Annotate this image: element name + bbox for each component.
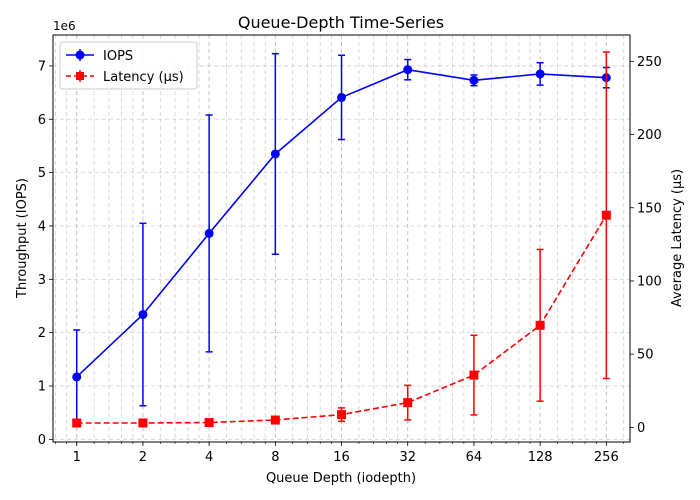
y-right-tick-label: 250 (637, 55, 662, 70)
data-point (270, 149, 280, 159)
data-point (535, 69, 545, 79)
y-left-tick-label: 5 (38, 166, 46, 181)
y-left-tick-label: 6 (38, 113, 46, 128)
y-right-tick-label: 200 (637, 128, 662, 143)
left-axis-offset: 1e6 (53, 19, 76, 33)
x-tick-label: 4 (205, 450, 213, 465)
series-latency (72, 51, 611, 428)
x-axis-label: Queue Depth (iodepth) (266, 471, 416, 486)
legend: IOPS Latency (µs) (59, 41, 198, 90)
y-right-tick-label: 100 (637, 274, 662, 289)
legend-latency-marker (76, 72, 84, 80)
y-left-tick-label: 7 (38, 59, 46, 74)
data-point (403, 65, 413, 75)
x-tick-label: 8 (271, 450, 279, 465)
data-point (138, 418, 148, 428)
data-point (337, 92, 347, 102)
data-point (403, 398, 413, 408)
y-right-tick-label: 0 (637, 421, 645, 436)
y-axis-right-label: Average Latency (µs) (670, 169, 685, 307)
x-tick-label: 64 (466, 450, 483, 465)
chart-title: Queue-Depth Time-Series (238, 13, 444, 32)
y-right-tick-label: 50 (637, 348, 654, 363)
data-point (270, 415, 280, 425)
data-point (535, 320, 545, 330)
data-point (138, 310, 148, 320)
x-tick-label: 1 (73, 450, 81, 465)
y-left-tick-label: 3 (38, 273, 46, 288)
data-point (469, 75, 479, 85)
data-point (204, 228, 214, 238)
x-tick-label: 2 (139, 450, 147, 465)
legend-iops-marker (75, 50, 85, 60)
data-point (72, 418, 82, 428)
y-left-tick-label: 4 (38, 219, 46, 234)
series-iops (72, 52, 611, 425)
legend-latency-label: Latency (µs) (103, 70, 184, 85)
legend-box (59, 41, 198, 90)
plot-data (72, 51, 611, 428)
data-point (337, 410, 347, 420)
data-point (72, 372, 82, 382)
data-point (469, 370, 479, 380)
data-point (204, 418, 214, 428)
y-left-tick-label: 1 (38, 379, 46, 394)
y-left-tick-label: 0 (38, 433, 46, 448)
data-point (601, 210, 611, 220)
x-tick-label: 16 (333, 450, 350, 465)
y-right-tick-label: 150 (637, 201, 662, 216)
y-left-tick-label: 2 (38, 326, 46, 341)
axes: 1 2 4 8 16 32 64 128 256 0 1 2 3 4 5 6 7 0 50 100 150 200 250 (38, 55, 662, 465)
legend-iops-label: IOPS (103, 49, 133, 64)
x-tick-label: 128 (528, 450, 553, 465)
x-tick-label: 256 (594, 450, 619, 465)
x-tick-label: 32 (399, 450, 416, 465)
y-axis-left-label: Throughput (IOPS) (15, 178, 30, 299)
legend-item-iops: IOPS (66, 49, 133, 64)
legend-item-latency: Latency (µs) (66, 70, 184, 85)
